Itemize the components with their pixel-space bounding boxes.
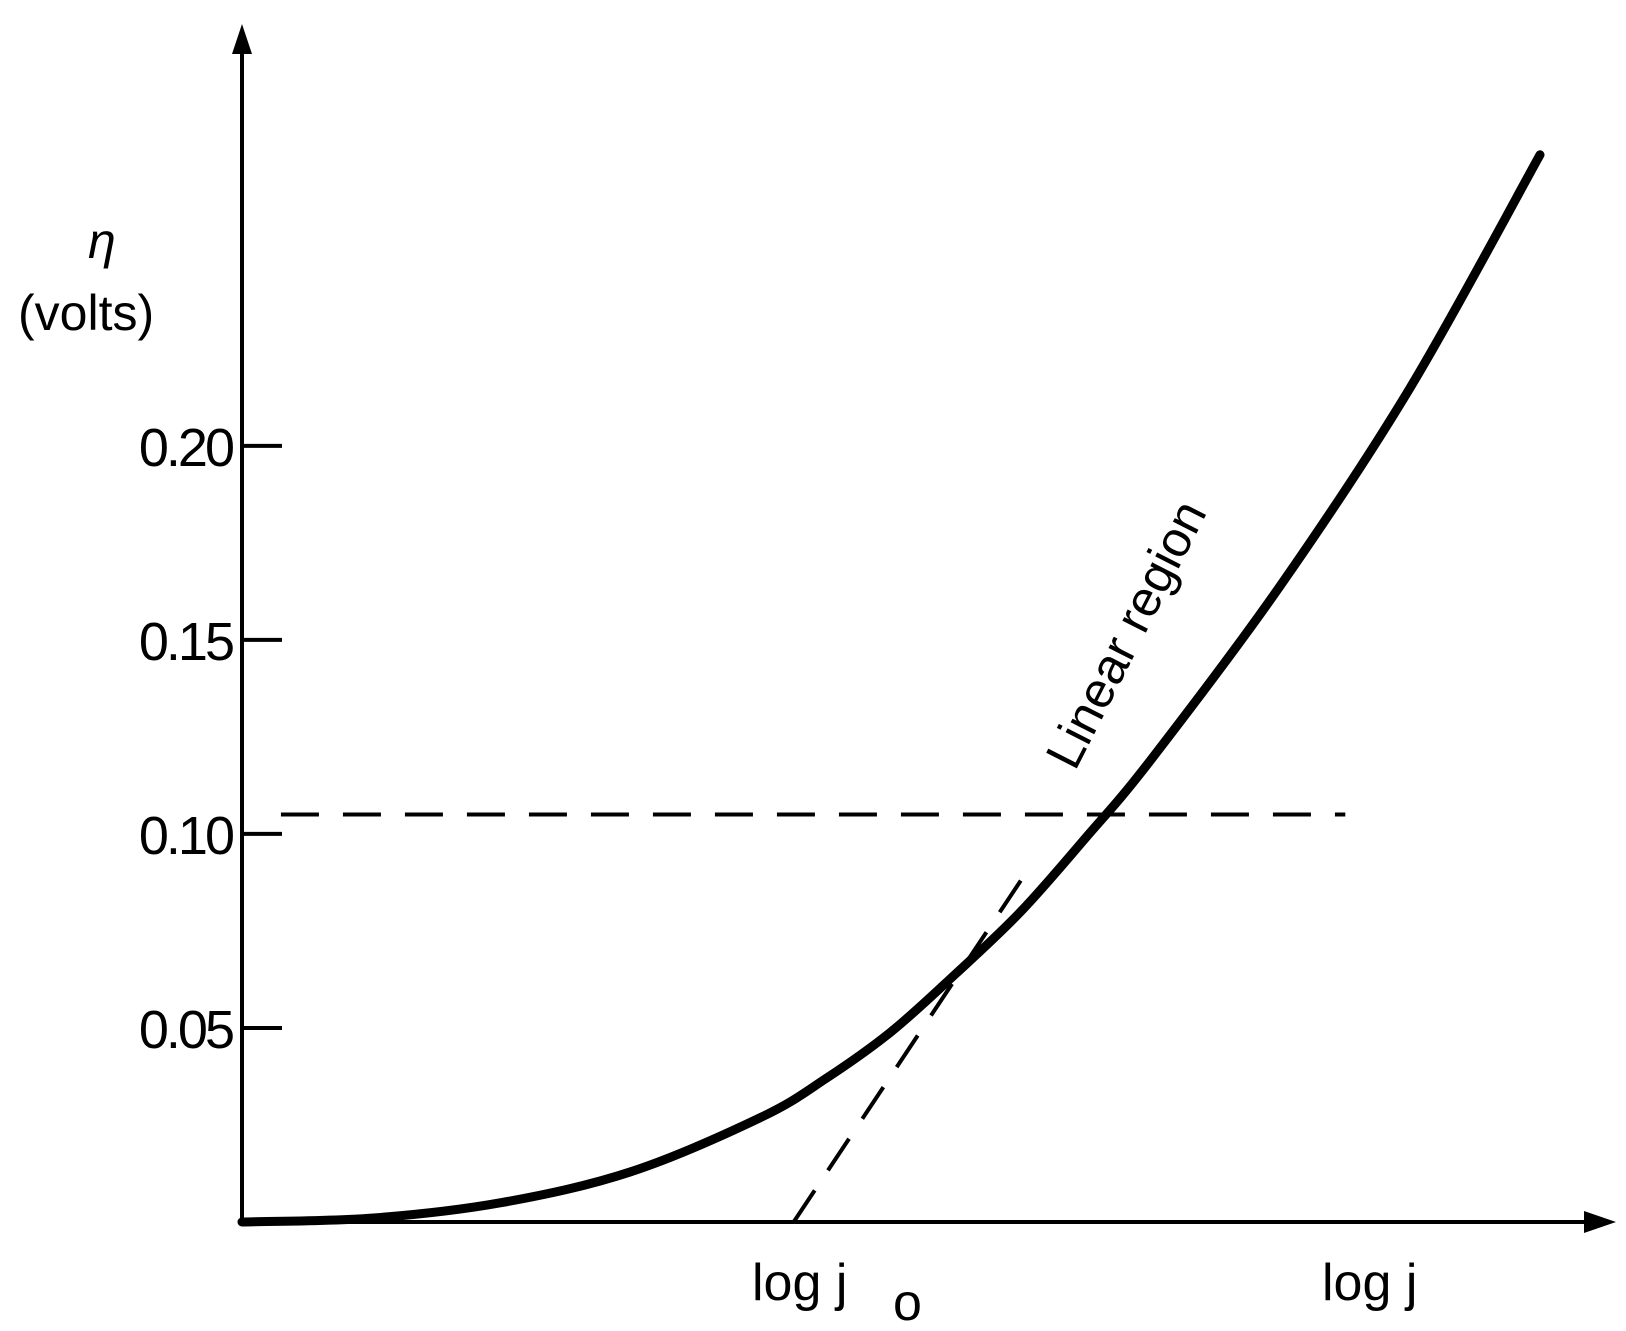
x-marker-label-main: log j <box>752 1254 847 1312</box>
overpotential-curve <box>237 150 1545 1227</box>
y-tick-label: 0.15 <box>139 612 233 672</box>
y-ticks: 0.05 0.10 0.15 0.20 <box>139 418 282 1060</box>
y-tick-label: 0.20 <box>139 418 233 478</box>
y-axis-unit: (volts) <box>18 285 154 341</box>
y-tick-label: 0.05 <box>139 1000 233 1060</box>
tafel-extrapolation-line <box>791 867 1031 1224</box>
y-axis-symbol: η <box>88 213 116 269</box>
x-axis-arrow-icon <box>1584 1211 1616 1233</box>
y-axis-arrow-icon <box>232 24 252 54</box>
x-marker-label-subscript: o <box>893 1274 922 1331</box>
x-axis-label: log j <box>1322 1254 1417 1312</box>
linear-region-annotation: Linear region <box>1035 492 1217 777</box>
y-tick-label: 0.10 <box>139 806 233 866</box>
x-marker-label: log j o <box>752 1254 922 1331</box>
y-axis <box>232 24 252 1222</box>
x-axis <box>242 1211 1616 1233</box>
series-group <box>237 150 1545 1227</box>
